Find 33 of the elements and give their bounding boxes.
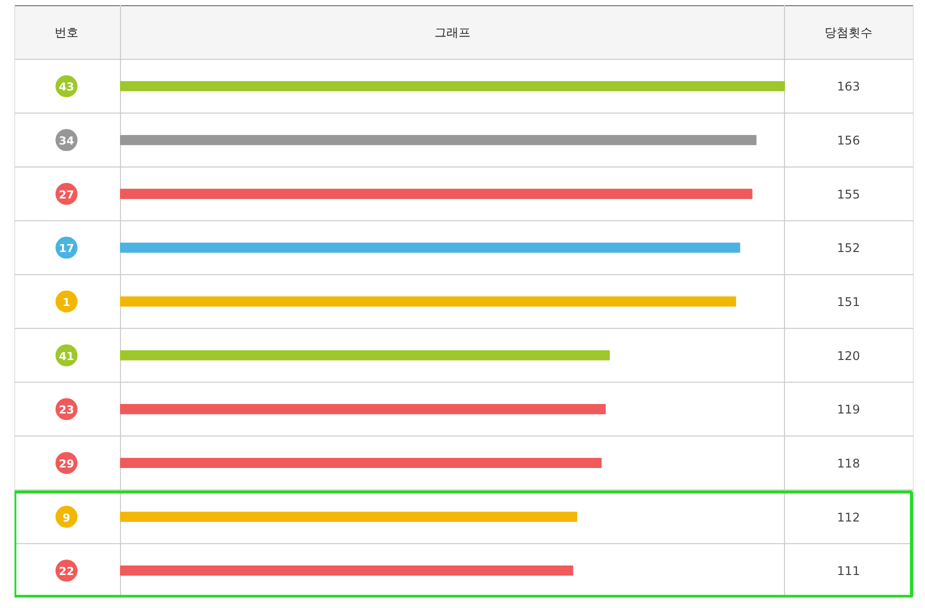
bar [120, 81, 785, 92]
bar [120, 296, 736, 307]
bar [120, 458, 602, 468]
y-tick-label: 43 [58, 80, 74, 94]
y-tick-label: 27 [58, 188, 74, 202]
x-axis-title: 그래프 [434, 25, 470, 40]
bar [120, 188, 752, 199]
data-label: 155 [837, 187, 860, 202]
data-label: 119 [837, 402, 860, 417]
bar [120, 566, 574, 576]
data-label: 111 [837, 564, 860, 578]
bar [120, 134, 756, 146]
data-label: 120 [837, 348, 860, 363]
bar [120, 242, 740, 253]
y-tick-label: 22 [58, 565, 74, 578]
y-tick-label: 1 [62, 296, 70, 309]
text: 당첨횟수 [824, 25, 872, 40]
y-tick-label: 9 [62, 511, 70, 524]
y-tick-label: 41 [58, 350, 74, 363]
y-tick-label: 17 [58, 242, 74, 256]
data-label: 152 [837, 241, 860, 256]
data-label: 151 [837, 295, 860, 309]
data-label: 112 [837, 510, 860, 524]
bar [120, 512, 578, 522]
bar [120, 404, 606, 414]
y-axis-title: 번호 [54, 25, 78, 40]
y-tick-label: 23 [58, 404, 74, 417]
y-tick-label: 34 [58, 134, 74, 148]
data-label: 163 [837, 80, 860, 94]
data-label: 156 [837, 134, 860, 148]
data-label: 118 [837, 456, 860, 470]
y-tick-label: 29 [58, 457, 74, 470]
bar [120, 350, 610, 360]
